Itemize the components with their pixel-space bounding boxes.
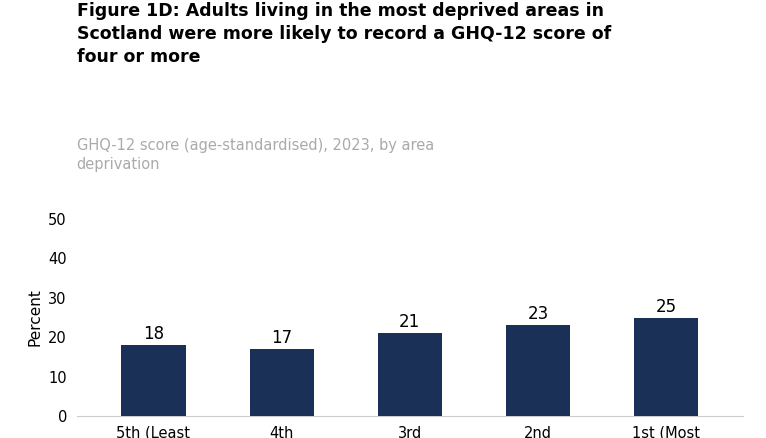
Bar (122, 345, 185, 416)
Text: 18: 18 (143, 325, 164, 343)
Text: GHQ-12 score (age-standardised), 2023, by area
deprivation: GHQ-12 score (age-standardised), 2023, b… (77, 138, 434, 172)
Text: 23: 23 (527, 305, 548, 323)
Bar (250, 349, 314, 416)
Bar (506, 325, 570, 416)
Bar (378, 333, 442, 416)
Y-axis label: Percent: Percent (28, 289, 43, 346)
Text: 17: 17 (271, 329, 292, 347)
Bar (634, 318, 698, 416)
Text: Figure 1D: Adults living in the most deprived areas in
Scotland were more likely: Figure 1D: Adults living in the most dep… (77, 2, 611, 66)
Text: 21: 21 (399, 313, 421, 331)
Text: 25: 25 (656, 297, 676, 315)
